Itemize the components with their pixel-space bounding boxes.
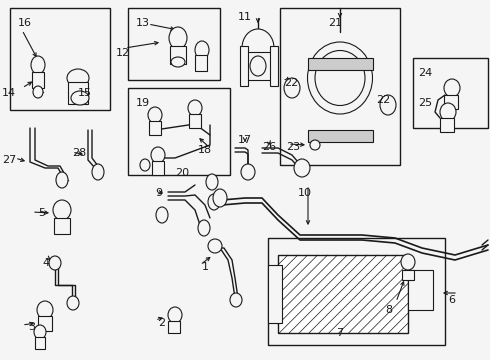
Bar	[240, 46, 248, 86]
Text: 14: 14	[2, 88, 16, 98]
Ellipse shape	[213, 189, 227, 207]
Bar	[170, 46, 186, 64]
Text: 27: 27	[2, 155, 16, 165]
Text: 6: 6	[448, 295, 455, 305]
Ellipse shape	[380, 95, 396, 115]
Ellipse shape	[53, 200, 71, 220]
Text: 7: 7	[336, 328, 343, 338]
Ellipse shape	[148, 107, 162, 123]
Text: 12: 12	[116, 48, 130, 58]
Text: 5: 5	[38, 208, 45, 218]
Text: 18: 18	[198, 145, 212, 155]
Ellipse shape	[230, 293, 242, 307]
Bar	[189, 114, 201, 128]
Bar	[152, 161, 164, 175]
Bar	[68, 82, 88, 104]
Ellipse shape	[49, 256, 61, 270]
Text: 16: 16	[18, 18, 32, 28]
Bar	[149, 121, 161, 135]
Text: 13: 13	[136, 18, 150, 28]
Ellipse shape	[92, 164, 104, 180]
Ellipse shape	[188, 100, 202, 116]
Bar	[413, 58, 488, 128]
Ellipse shape	[294, 159, 310, 177]
Bar	[270, 46, 278, 86]
Bar	[308, 130, 373, 142]
Ellipse shape	[168, 307, 182, 323]
Text: 25: 25	[418, 98, 432, 108]
Bar	[38, 316, 52, 331]
Ellipse shape	[151, 147, 165, 163]
Bar	[408, 270, 433, 310]
Text: 28: 28	[72, 148, 86, 158]
Ellipse shape	[250, 56, 266, 76]
Ellipse shape	[444, 79, 460, 97]
Bar	[244, 52, 272, 80]
Text: 22: 22	[284, 78, 298, 88]
Ellipse shape	[169, 27, 187, 49]
Bar	[195, 55, 207, 71]
Ellipse shape	[71, 91, 89, 105]
Ellipse shape	[171, 57, 185, 67]
Ellipse shape	[208, 239, 222, 253]
Circle shape	[310, 140, 320, 150]
Bar	[32, 72, 44, 88]
Text: 24: 24	[418, 68, 432, 78]
Text: 23: 23	[286, 142, 300, 152]
Bar	[440, 118, 454, 132]
Bar	[268, 265, 282, 323]
Ellipse shape	[308, 42, 372, 114]
Text: 26: 26	[262, 142, 276, 152]
Ellipse shape	[440, 103, 456, 121]
Text: 2: 2	[158, 318, 165, 328]
Text: 15: 15	[78, 88, 92, 98]
Text: 9: 9	[155, 188, 162, 198]
Ellipse shape	[140, 159, 150, 171]
Ellipse shape	[34, 325, 46, 339]
Text: 22: 22	[376, 95, 390, 105]
Bar	[280, 8, 400, 165]
Ellipse shape	[241, 164, 255, 180]
Bar	[168, 321, 180, 333]
Ellipse shape	[56, 172, 68, 188]
Ellipse shape	[198, 220, 210, 236]
Bar	[268, 238, 445, 345]
Ellipse shape	[67, 69, 89, 87]
Text: 19: 19	[136, 98, 150, 108]
Bar	[10, 8, 110, 110]
Bar	[402, 270, 414, 280]
Text: 4: 4	[42, 258, 49, 268]
Ellipse shape	[156, 207, 168, 223]
Ellipse shape	[33, 86, 43, 98]
Bar	[278, 255, 408, 333]
Text: 20: 20	[175, 168, 189, 178]
Text: 1: 1	[202, 262, 209, 272]
Bar	[128, 88, 230, 175]
Bar	[308, 58, 373, 70]
Text: 21: 21	[328, 18, 342, 28]
Ellipse shape	[208, 194, 220, 210]
Ellipse shape	[242, 29, 274, 67]
Ellipse shape	[67, 296, 79, 310]
Ellipse shape	[31, 56, 45, 74]
Bar	[35, 337, 45, 349]
Text: 8: 8	[385, 305, 392, 315]
Bar	[128, 8, 220, 80]
Ellipse shape	[401, 254, 415, 270]
Bar	[444, 95, 458, 109]
Ellipse shape	[284, 78, 300, 98]
Ellipse shape	[195, 41, 209, 59]
Ellipse shape	[206, 174, 218, 190]
Text: 3: 3	[28, 322, 35, 332]
Text: 11: 11	[238, 12, 252, 22]
Bar	[54, 218, 70, 234]
Text: 17: 17	[238, 135, 252, 145]
Ellipse shape	[37, 301, 53, 319]
Text: 10: 10	[298, 188, 312, 198]
Ellipse shape	[315, 50, 365, 105]
